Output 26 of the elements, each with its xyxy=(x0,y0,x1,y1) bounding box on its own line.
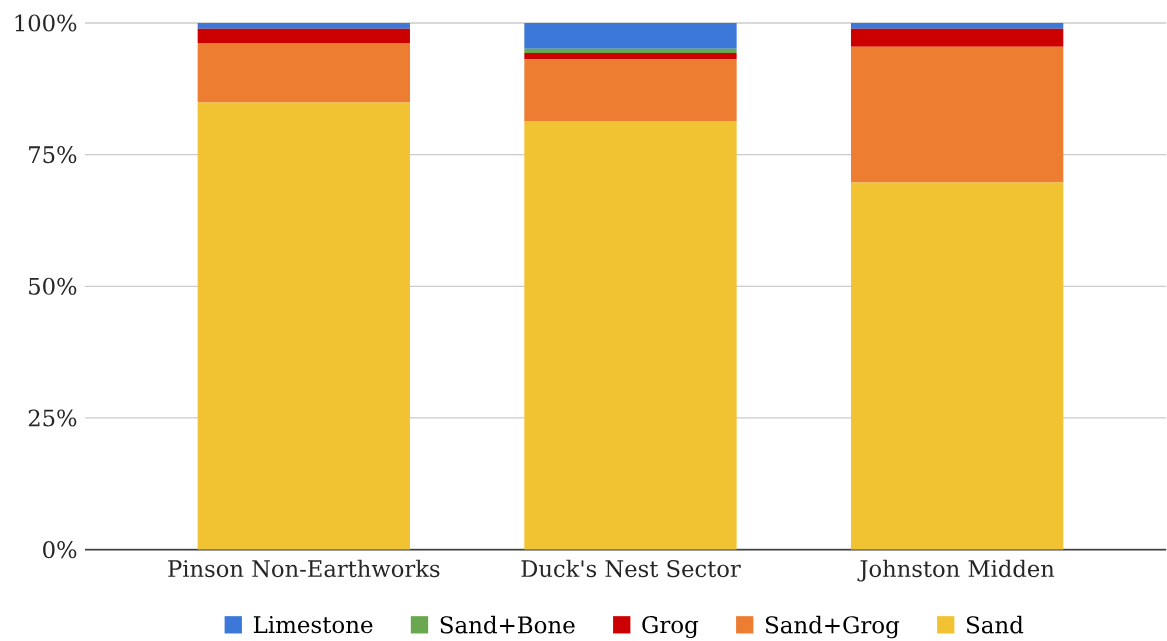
bar xyxy=(197,23,410,30)
bar xyxy=(850,23,1064,30)
bar xyxy=(197,43,410,103)
y-tick-label: 75% xyxy=(29,146,77,164)
legend-label: Sand+Bone xyxy=(440,616,575,634)
y-tick-label: 25% xyxy=(28,409,77,427)
bar xyxy=(850,29,1064,47)
bar xyxy=(524,59,737,122)
bar xyxy=(524,49,737,54)
bar xyxy=(197,29,410,44)
legend-label: Sand+Grog xyxy=(765,616,900,639)
x-tick-label: Pinson Non-Earthworks xyxy=(168,559,440,578)
x-tick-label: Duck's Nest Sector xyxy=(521,559,741,578)
bar xyxy=(850,182,1064,550)
legend-label: Limestone xyxy=(253,616,373,634)
bar xyxy=(524,53,737,60)
x-tick-label: Johnston Midden xyxy=(857,559,1055,582)
bar xyxy=(524,121,737,550)
y-tick-label: 0% xyxy=(43,541,77,559)
legend-label: Grog xyxy=(642,616,699,639)
legend-label: Sand xyxy=(967,616,1024,634)
bar xyxy=(197,102,410,550)
bar xyxy=(850,46,1064,183)
y-tick-label: 100% xyxy=(15,14,77,32)
y-tick-label: 50% xyxy=(29,277,77,296)
bar xyxy=(524,23,737,50)
